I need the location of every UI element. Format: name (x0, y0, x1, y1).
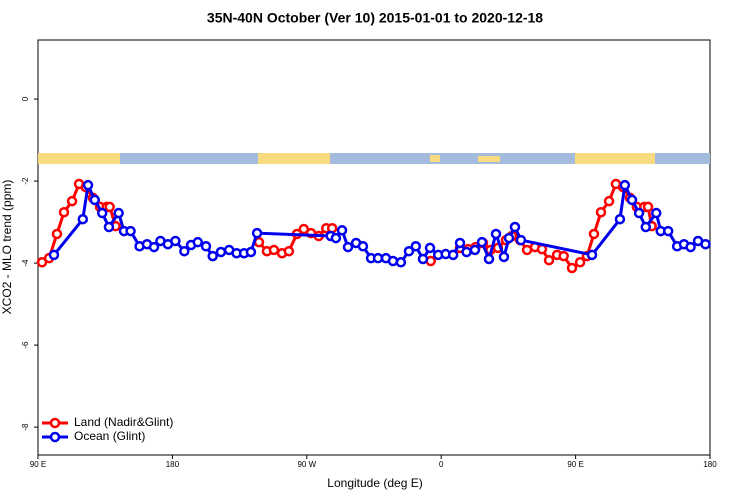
point (148, 241, 160, 253)
point (66, 195, 78, 207)
point (245, 246, 257, 258)
point (662, 225, 674, 237)
point (283, 245, 295, 257)
point (640, 221, 652, 233)
point (96, 207, 108, 219)
point (268, 244, 280, 256)
x-tick-label: 90 E (567, 460, 583, 469)
point (77, 213, 89, 225)
point (461, 246, 472, 258)
point (566, 262, 578, 274)
point (342, 241, 354, 253)
point (558, 250, 569, 262)
point (215, 246, 227, 258)
point (476, 236, 488, 248)
point (595, 206, 607, 218)
point (357, 241, 369, 252)
point (200, 241, 212, 252)
legend-label: Land (Nadir&Glint) (74, 415, 173, 429)
point (650, 207, 662, 219)
point (515, 234, 527, 246)
point (395, 257, 407, 268)
point (700, 238, 711, 250)
point (330, 232, 342, 244)
point (503, 232, 515, 244)
y-tick-label: -6 (21, 341, 30, 349)
point (424, 242, 436, 254)
point (336, 225, 348, 236)
point (170, 235, 181, 247)
point (113, 207, 124, 219)
x-tick-label: 0 (439, 460, 444, 469)
point (603, 195, 615, 207)
point (417, 253, 429, 265)
point (685, 241, 696, 253)
x-tick-label: 180 (166, 460, 180, 469)
point (586, 249, 598, 261)
point (51, 228, 63, 240)
y-tick-label: -4 (21, 259, 30, 267)
point (447, 249, 459, 261)
point (614, 213, 626, 225)
point (469, 244, 481, 256)
legend-marker (49, 431, 61, 443)
point (574, 257, 586, 268)
x-tick-label: 90 W (297, 460, 316, 469)
legend-marker (49, 417, 61, 429)
point (543, 254, 555, 266)
y-tick-label: -8 (21, 423, 30, 431)
point (192, 236, 204, 248)
point (498, 251, 510, 263)
point (103, 221, 115, 233)
point (633, 207, 645, 219)
x-tick-label: 90 E (30, 460, 46, 469)
point (251, 227, 263, 239)
point (82, 179, 94, 191)
y-axis-label: XCO2 - MLO trend (ppm) (0, 180, 14, 315)
point (179, 245, 190, 257)
point (642, 201, 654, 213)
point (588, 228, 600, 240)
point (619, 179, 631, 191)
point (387, 255, 399, 267)
point (48, 249, 60, 261)
point (104, 201, 115, 213)
y-tick-label: 0 (21, 96, 30, 101)
point (509, 221, 521, 233)
point (626, 194, 638, 206)
land-mask-strip (38, 153, 710, 164)
point (58, 206, 70, 218)
plot-frame (37, 39, 711, 456)
point (483, 253, 495, 265)
point (410, 241, 422, 252)
point (403, 245, 415, 257)
point (454, 237, 466, 249)
legend-label: Ocean (Glint) (74, 429, 145, 443)
point (490, 228, 502, 240)
x-tick-label: 180 (703, 460, 717, 469)
chart-title: 35N-40N October (Ver 10) 2015-01-01 to 2… (207, 10, 543, 26)
x-axis-label: Longitude (deg E) (327, 476, 422, 490)
point (207, 250, 218, 262)
y-tick-label: -2 (21, 177, 30, 185)
point (125, 225, 136, 237)
point (89, 194, 100, 206)
